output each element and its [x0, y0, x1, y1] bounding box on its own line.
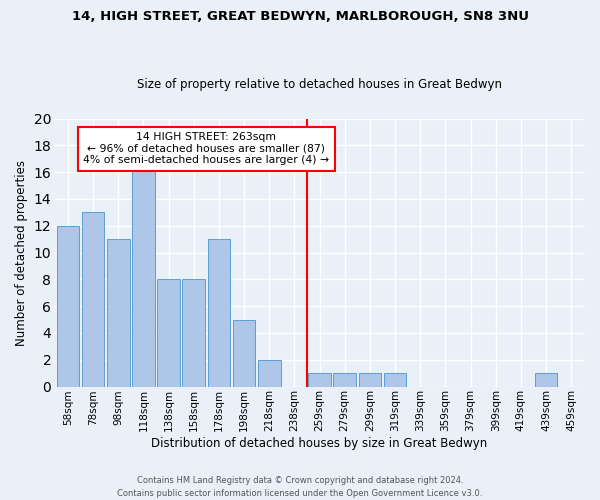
Y-axis label: Number of detached properties: Number of detached properties	[15, 160, 28, 346]
Bar	[182, 280, 205, 386]
Title: Size of property relative to detached houses in Great Bedwyn: Size of property relative to detached ho…	[137, 78, 502, 91]
Bar	[208, 239, 230, 386]
Bar	[334, 373, 356, 386]
Bar	[384, 373, 406, 386]
Bar	[107, 239, 130, 386]
Bar	[132, 159, 155, 386]
Bar	[233, 320, 256, 386]
Text: 14, HIGH STREET, GREAT BEDWYN, MARLBOROUGH, SN8 3NU: 14, HIGH STREET, GREAT BEDWYN, MARLBOROU…	[71, 10, 529, 23]
X-axis label: Distribution of detached houses by size in Great Bedwyn: Distribution of detached houses by size …	[151, 437, 488, 450]
Bar	[308, 373, 331, 386]
Bar	[82, 212, 104, 386]
Text: 14 HIGH STREET: 263sqm
← 96% of detached houses are smaller (87)
4% of semi-deta: 14 HIGH STREET: 263sqm ← 96% of detached…	[83, 132, 329, 165]
Bar	[359, 373, 381, 386]
Bar	[258, 360, 281, 386]
Bar	[157, 280, 180, 386]
Bar	[56, 226, 79, 386]
Bar	[535, 373, 557, 386]
Text: Contains HM Land Registry data © Crown copyright and database right 2024.
Contai: Contains HM Land Registry data © Crown c…	[118, 476, 482, 498]
